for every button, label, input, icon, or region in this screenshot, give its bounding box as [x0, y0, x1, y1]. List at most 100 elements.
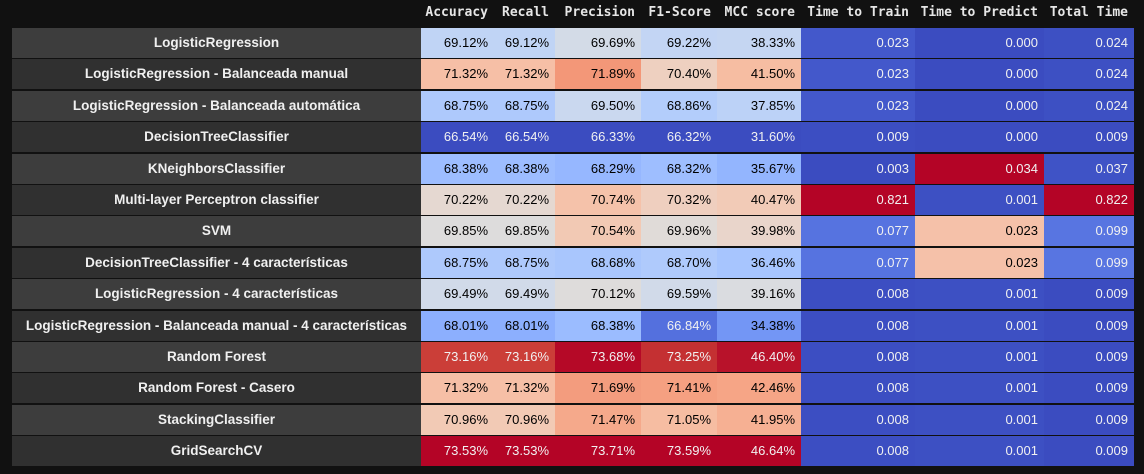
table-cell: 0.000 — [915, 28, 1044, 58]
table-cell: 68.75% — [494, 248, 555, 278]
table-cell: 70.40% — [641, 59, 717, 89]
column-header: Time to Train — [807, 5, 909, 20]
table-cell: 0.009 — [801, 122, 915, 152]
table-cell: 0.009 — [1044, 373, 1134, 403]
table-cell: 0.023 — [915, 248, 1044, 278]
table-cell: 69.96% — [641, 216, 717, 246]
table-cell: 71.05% — [641, 405, 717, 435]
table-cell: 70.22% — [421, 185, 494, 215]
column-header: Recall — [502, 5, 549, 20]
column-header: Accuracy — [425, 5, 488, 20]
table-cell: 34.38% — [717, 311, 801, 341]
row-header: Random Forest - Casero — [12, 373, 421, 403]
table-cell: 68.75% — [494, 91, 555, 121]
table-cell: 41.95% — [717, 405, 801, 435]
table-cell: 66.84% — [641, 311, 717, 341]
table-cell: 0.023 — [801, 91, 915, 121]
row-header: LogisticRegression - 4 características — [12, 279, 421, 309]
table-cell: 36.46% — [717, 248, 801, 278]
table-cell: 0.009 — [1044, 342, 1134, 372]
table-cell: 66.32% — [641, 122, 717, 152]
table-cell: 0.001 — [915, 342, 1044, 372]
table-cell: 73.68% — [555, 342, 641, 372]
table-cell: 73.71% — [555, 436, 641, 466]
table-cell: 68.29% — [555, 154, 641, 184]
table-cell: 73.53% — [494, 436, 555, 466]
table-cell: 0.008 — [801, 436, 915, 466]
table-cell: 68.01% — [494, 311, 555, 341]
column-header: F1-Score — [648, 5, 711, 20]
table-cell: 39.16% — [717, 279, 801, 309]
table-cell: 68.86% — [641, 91, 717, 121]
table-cell: 41.50% — [717, 59, 801, 89]
table-cell: 0.023 — [915, 216, 1044, 246]
table-cell: 71.41% — [641, 373, 717, 403]
table-cell: 0.001 — [915, 373, 1044, 403]
table-cell: 71.47% — [555, 405, 641, 435]
table-cell: 69.22% — [641, 28, 717, 58]
table-cell: 70.74% — [555, 185, 641, 215]
table-cell: 73.16% — [421, 342, 494, 372]
row-header: LogisticRegression — [12, 28, 421, 58]
table-cell: 0.099 — [1044, 216, 1134, 246]
table-cell: 66.54% — [494, 122, 555, 152]
table-cell: 38.33% — [717, 28, 801, 58]
table-cell: 0.001 — [915, 311, 1044, 341]
table-cell: 42.46% — [717, 373, 801, 403]
row-header: StackingClassifier — [12, 405, 421, 435]
row-header: LogisticRegression - Balanceada manual — [12, 59, 421, 89]
table-cell: 70.32% — [641, 185, 717, 215]
table-cell: 0.009 — [1044, 122, 1134, 152]
table-cell: 71.32% — [494, 59, 555, 89]
table-cell: 71.69% — [555, 373, 641, 403]
table-cell: 73.25% — [641, 342, 717, 372]
row-header: DecisionTreeClassifier — [12, 122, 421, 152]
table-cell: 68.70% — [641, 248, 717, 278]
table-cell: 39.98% — [717, 216, 801, 246]
row-header: Random Forest — [12, 342, 421, 372]
table-cell: 0.001 — [915, 279, 1044, 309]
table-cell: 68.32% — [641, 154, 717, 184]
table-cell: 0.000 — [915, 59, 1044, 89]
table-cell: 0.001 — [915, 405, 1044, 435]
table-cell: 0.008 — [801, 311, 915, 341]
row-header: LogisticRegression - Balanceada manual -… — [12, 311, 421, 341]
column-header: MCC score — [724, 5, 795, 20]
table-cell: 35.67% — [717, 154, 801, 184]
table-cell: 0.009 — [1044, 405, 1134, 435]
table-cell: 0.024 — [1044, 28, 1134, 58]
row-header: KNeighborsClassifier — [12, 154, 421, 184]
table-cell: 70.22% — [494, 185, 555, 215]
table-cell: 69.49% — [494, 279, 555, 309]
table-cell: 68.75% — [421, 248, 494, 278]
table-cell: 0.008 — [801, 373, 915, 403]
table-cell: 37.85% — [717, 91, 801, 121]
column-header: Time to Predict — [920, 5, 1038, 20]
table-cell: 73.16% — [494, 342, 555, 372]
column-header: Total Time — [1049, 5, 1128, 20]
table-cell: 0.008 — [801, 342, 915, 372]
table-cell: 71.89% — [555, 59, 641, 89]
row-header: SVM — [12, 216, 421, 246]
table-cell: 66.54% — [421, 122, 494, 152]
table-cell: 68.38% — [421, 154, 494, 184]
row-header: DecisionTreeClassifier - 4 característic… — [12, 248, 421, 278]
table-cell: 68.01% — [421, 311, 494, 341]
table-cell: 73.59% — [641, 436, 717, 466]
table-cell: 0.009 — [1044, 279, 1134, 309]
table-cell: 0.077 — [801, 216, 915, 246]
table-cell: 70.54% — [555, 216, 641, 246]
table-cell: 46.40% — [717, 342, 801, 372]
table-cell: 66.33% — [555, 122, 641, 152]
table-cell: 0.023 — [801, 28, 915, 58]
table-cell: 0.024 — [1044, 59, 1134, 89]
table-cell: 0.003 — [801, 154, 915, 184]
table-cell: 71.32% — [421, 59, 494, 89]
table-cell: 0.821 — [801, 185, 915, 215]
table-cell: 68.38% — [494, 154, 555, 184]
table-cell: 31.60% — [717, 122, 801, 152]
table-cell: 0.099 — [1044, 248, 1134, 278]
table-cell: 71.32% — [421, 373, 494, 403]
table-cell: 69.59% — [641, 279, 717, 309]
table-cell: 0.001 — [915, 185, 1044, 215]
